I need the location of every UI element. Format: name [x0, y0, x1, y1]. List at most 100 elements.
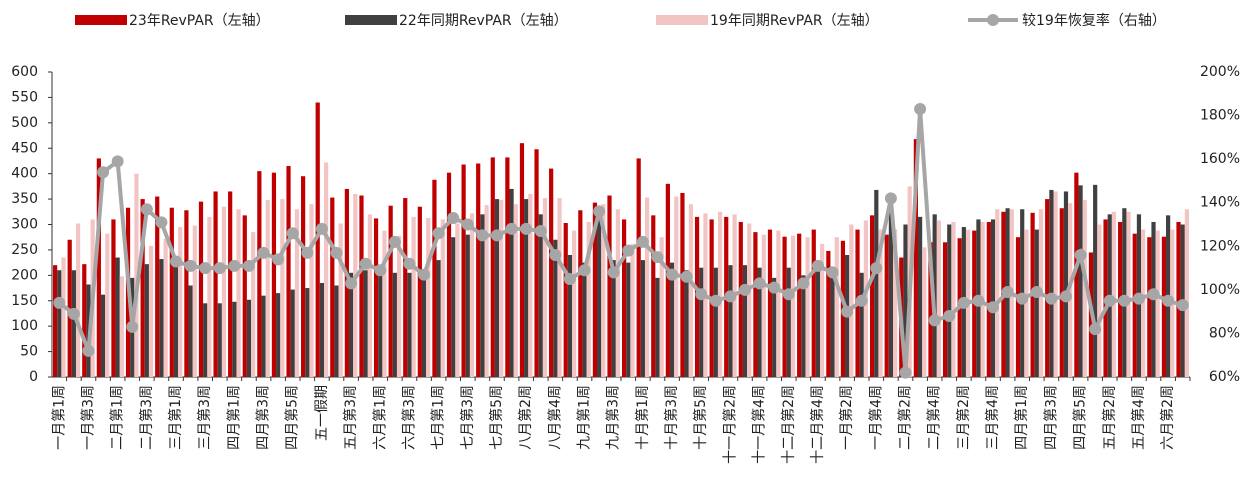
bar	[207, 216, 212, 377]
bar	[951, 221, 956, 377]
bar	[105, 233, 110, 377]
x-tick-label: 十二月第4周	[809, 385, 826, 464]
legend-swatch	[75, 15, 127, 25]
bar	[213, 191, 218, 377]
line-point	[67, 307, 80, 320]
bar	[1161, 236, 1167, 377]
legend-label: 19年同期RevPAR（左轴）	[710, 13, 879, 29]
line-point	[782, 288, 795, 301]
bar	[990, 219, 996, 377]
bar	[669, 262, 675, 377]
x-tick-label: 八月第2周	[517, 385, 534, 450]
bar	[1053, 191, 1058, 377]
bar	[203, 303, 208, 377]
x-tick-label: 二月第2周	[897, 385, 914, 450]
x-tick-label: 十一月第4周	[751, 385, 768, 464]
bar	[753, 232, 758, 377]
bar	[903, 224, 908, 377]
bar	[607, 195, 612, 377]
bar	[1097, 224, 1102, 377]
line-point	[768, 281, 781, 294]
line-point	[797, 277, 810, 290]
line-point	[1045, 292, 1058, 305]
y-tick-label: 500	[11, 115, 38, 131]
line-point	[680, 270, 693, 283]
line-point	[811, 259, 824, 272]
bar	[1015, 237, 1021, 377]
bar	[849, 224, 854, 377]
line-point	[841, 305, 854, 318]
line-point	[476, 229, 489, 242]
bar	[572, 230, 577, 377]
x-tick-label: 四月第5周	[1072, 385, 1089, 450]
bar	[1176, 221, 1181, 377]
line-point	[315, 222, 328, 235]
bar	[644, 197, 650, 377]
bar	[1184, 209, 1190, 377]
x-tick-label: 七月第3周	[459, 385, 476, 450]
bar	[280, 199, 285, 377]
bar	[1024, 229, 1029, 377]
bar	[363, 270, 368, 377]
bar	[699, 267, 704, 377]
line-point	[1103, 294, 1116, 307]
bar	[893, 229, 898, 377]
bar	[717, 211, 723, 377]
bar	[947, 224, 952, 377]
bar	[330, 197, 335, 377]
bar	[1126, 211, 1131, 377]
bar	[621, 219, 627, 377]
bar	[1155, 230, 1160, 377]
bar	[1063, 191, 1069, 377]
bar	[144, 264, 149, 377]
line-point	[286, 227, 299, 240]
x-tick-label: 十月第5周	[692, 385, 709, 450]
bar	[396, 235, 402, 377]
bar	[986, 221, 991, 377]
bar	[465, 234, 470, 377]
line-point	[1089, 323, 1102, 336]
bar	[776, 230, 781, 377]
bar	[557, 198, 562, 377]
bar	[549, 168, 554, 377]
line-point	[1074, 249, 1087, 261]
x-tick-label: 十一月第2周	[721, 385, 738, 464]
line-point	[330, 246, 343, 259]
y-tick-label: 550	[11, 89, 38, 105]
bar	[1049, 189, 1054, 377]
bar	[217, 303, 222, 377]
line-point	[899, 366, 912, 379]
bar	[242, 215, 247, 377]
bar	[198, 201, 204, 377]
bar	[728, 265, 733, 377]
bar	[1141, 229, 1146, 377]
bar	[615, 209, 621, 377]
bar	[742, 265, 748, 377]
bar	[801, 275, 806, 377]
y-tick-label: 450	[11, 140, 38, 156]
x-tick-label: 三月第2周	[955, 385, 972, 450]
line-point	[97, 166, 110, 179]
line-point	[345, 277, 358, 290]
bar	[592, 202, 598, 377]
x-tick-label: 二月第1周	[109, 385, 126, 450]
bar	[338, 223, 343, 377]
bar	[257, 171, 262, 377]
y-tick-label: 300	[11, 217, 38, 233]
line-point	[1059, 290, 1072, 303]
bar	[426, 217, 431, 377]
x-tick-label: 七月第5周	[488, 385, 505, 450]
bar	[480, 214, 485, 377]
bar	[373, 218, 379, 377]
bar	[140, 199, 145, 377]
x-tick-label: 八月第4周	[546, 385, 563, 450]
bar	[261, 295, 266, 377]
bar	[815, 270, 821, 377]
bar	[738, 221, 743, 377]
bar	[811, 229, 816, 377]
bar	[440, 219, 445, 377]
bar	[392, 272, 397, 377]
bar	[942, 242, 948, 377]
legend-swatch	[987, 14, 999, 26]
bar	[928, 242, 933, 377]
